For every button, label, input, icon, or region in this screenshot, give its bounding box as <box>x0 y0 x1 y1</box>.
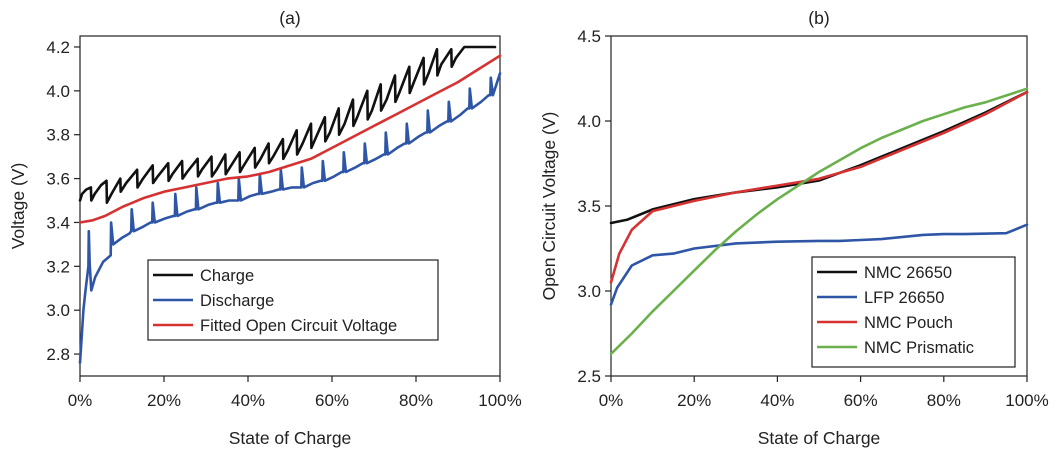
x-tick-label: 40% <box>231 391 265 410</box>
x-tick-label: 60% <box>315 391 349 410</box>
series-line-lfp-26650 <box>609 223 1029 306</box>
legend-label: Fitted Open Circuit Voltage <box>200 317 397 335</box>
y-tick-label: 3.8 <box>46 126 70 145</box>
chart-title: (a) <box>279 8 300 28</box>
y-tick-label: 2.8 <box>46 345 70 364</box>
x-tick-label: 100% <box>1005 391 1048 410</box>
legend-box <box>147 259 439 341</box>
x-tick-label: 60% <box>844 391 878 410</box>
x-tick-label: 20% <box>677 391 711 410</box>
y-tick-label: 2.5 <box>577 367 601 386</box>
legend: NMC 26650 LFP 26650 NMC Pouch NMC Prismatic <box>811 256 1016 368</box>
legend-box <box>811 256 1016 368</box>
chart-title: (b) <box>808 8 829 28</box>
x-axis-label: State of Charge <box>229 428 352 448</box>
y-tick-label: 4.0 <box>46 82 70 101</box>
series-line-discharge <box>78 72 502 365</box>
x-tick-label: 80% <box>927 391 961 410</box>
series-line-charge <box>78 45 497 204</box>
series-line-nmc-prismatic <box>609 87 1029 356</box>
x-tick-label: 100% <box>478 391 521 410</box>
chart-a: (a) 0% 20% 40% 60% 80% 100% 2.8 3.0 3.2 3.4 3.6 3.8 4… <box>8 8 522 448</box>
series-line-nmc-26650 <box>609 90 1029 225</box>
plot-frame <box>79 35 501 377</box>
series-line-fitted-open-circuit-voltage <box>78 54 502 224</box>
y-tick-label: 3.5 <box>577 197 601 216</box>
series-line-nmc-pouch <box>609 90 1029 284</box>
legend-label: NMC 26650 <box>864 264 952 282</box>
legend-label: NMC Pouch <box>864 314 953 332</box>
legend-label: LFP 26650 <box>864 289 944 307</box>
y-tick-label: 4.5 <box>577 27 601 46</box>
y-tick-label: 4.2 <box>46 38 70 57</box>
y-tick-label: 3.6 <box>46 170 70 189</box>
legend-label: Charge <box>200 267 254 285</box>
x-axis-label: State of Charge <box>758 428 881 448</box>
y-tick-label: 3.4 <box>46 213 70 232</box>
x-tick-label: 20% <box>147 391 181 410</box>
y-tick-label: 4.0 <box>577 112 601 131</box>
y-tick-label: 3.2 <box>46 257 70 276</box>
x-tick-label: 0% <box>599 391 624 410</box>
x-tick-label: 40% <box>760 391 794 410</box>
x-tick-label: 80% <box>399 391 433 410</box>
legend-label: NMC Prismatic <box>864 339 974 357</box>
y-tick-label: 3.0 <box>577 282 601 301</box>
y-tick-label: 3.0 <box>46 301 70 320</box>
x-tick-label: 0% <box>68 391 93 410</box>
legend-label: Discharge <box>200 292 274 310</box>
chart-b: (b) 0% 20% 40% 60% 80% 100% 2.5 3.0 3.5 4.0 4.5 Stat… <box>539 8 1049 448</box>
y-axis-label: Open Circuit Voltage (V) <box>539 112 559 301</box>
y-axis-label: Voltage (V) <box>8 163 28 250</box>
legend: Charge Discharge Fitted Open Circuit Volta… <box>147 259 439 341</box>
